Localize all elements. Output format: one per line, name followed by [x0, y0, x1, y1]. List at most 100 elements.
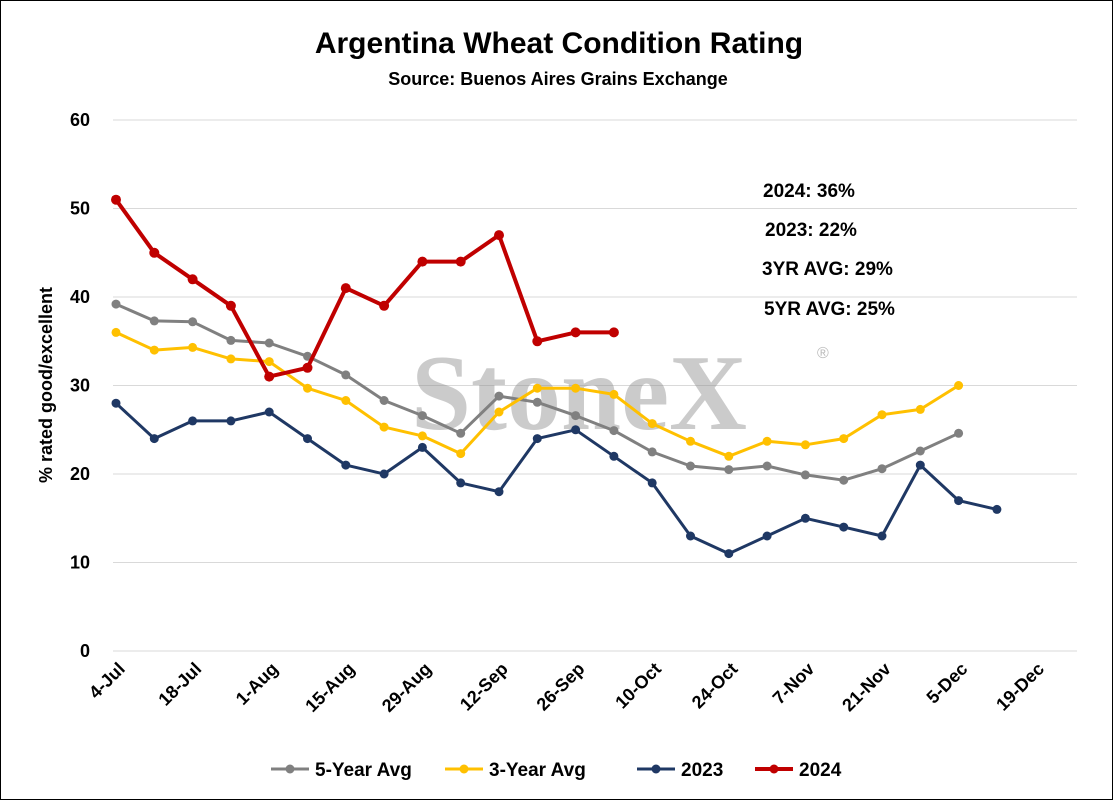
y-axis-label: % rated good/excellent — [36, 287, 56, 483]
data-point — [647, 419, 657, 429]
data-point — [111, 398, 121, 408]
y-tick-label: 40 — [70, 287, 90, 307]
data-point — [877, 410, 887, 420]
data-point — [302, 362, 313, 373]
data-point — [264, 338, 274, 348]
data-point — [303, 383, 312, 393]
y-tick-label: 60 — [70, 110, 90, 130]
chart-subtitle: Source: Buenos Aires Grains Exchange — [388, 69, 727, 89]
data-point — [494, 391, 504, 401]
series-2024 — [111, 194, 619, 382]
x-tick-label: 29-Aug — [378, 659, 435, 716]
data-point — [762, 531, 772, 541]
y-tick-label: 30 — [70, 376, 90, 396]
data-point — [647, 478, 657, 488]
data-point — [341, 370, 351, 380]
data-point — [264, 407, 274, 417]
data-point — [571, 383, 581, 393]
x-tick-label: 10-Oct — [611, 659, 665, 713]
data-point — [570, 327, 581, 338]
legend-label: 5-Year Avg — [315, 760, 412, 781]
data-point — [647, 447, 657, 457]
data-point — [877, 464, 887, 474]
data-point — [494, 407, 504, 417]
data-point — [762, 461, 772, 471]
legend-item: 2024 — [755, 760, 842, 781]
data-point — [340, 283, 351, 294]
legend-marker — [769, 764, 779, 774]
data-point — [686, 531, 695, 541]
data-point — [456, 449, 466, 459]
data-point — [571, 411, 581, 421]
data-point — [188, 416, 198, 426]
data-point — [456, 428, 466, 438]
data-point — [149, 434, 159, 444]
annotation-label: 2023: 22% — [765, 220, 857, 241]
data-point — [724, 465, 734, 475]
x-tick-label: 15-Aug — [301, 659, 358, 716]
legend: 5-Year Avg 3-Year Avg 2023 2024 — [271, 760, 842, 781]
data-point — [264, 357, 274, 367]
data-point — [609, 426, 619, 436]
series-lines — [111, 194, 1002, 559]
data-point — [226, 416, 236, 426]
data-point — [379, 396, 389, 405]
data-point — [608, 327, 619, 338]
legend-item: 5-Year Avg — [271, 760, 412, 781]
series-3-year-avg — [111, 327, 964, 461]
data-point — [839, 434, 849, 444]
data-point — [379, 469, 389, 479]
data-point — [149, 316, 159, 326]
data-point — [762, 436, 772, 446]
data-point — [417, 256, 428, 267]
data-point — [225, 300, 236, 311]
y-axis-ticks: 0 10 20 30 40 50 60 — [70, 110, 90, 661]
data-point — [456, 478, 466, 488]
data-point — [532, 397, 542, 407]
data-point — [800, 440, 810, 450]
annotation-label: 3YR AVG: 29% — [762, 259, 893, 280]
data-point — [188, 342, 198, 352]
data-point — [111, 194, 121, 205]
data-point — [839, 475, 849, 485]
data-point — [417, 411, 427, 421]
data-point — [686, 461, 695, 471]
data-point — [226, 335, 236, 345]
data-point — [609, 389, 619, 399]
data-point — [992, 504, 1002, 514]
x-tick-label: 21-Nov — [838, 659, 895, 716]
legend-label: 2024 — [799, 760, 842, 781]
y-tick-label: 10 — [70, 553, 90, 573]
data-point — [111, 299, 121, 309]
data-point — [915, 446, 925, 456]
y-tick-label: 50 — [70, 199, 90, 219]
x-tick-label: 24-Oct — [688, 659, 742, 713]
data-point — [149, 247, 160, 258]
annotation-label: 5YR AVG: 25% — [764, 299, 895, 320]
x-tick-label: 12-Sep — [456, 659, 512, 715]
x-tick-label: 18-Jul — [154, 659, 205, 710]
legend-marker — [459, 764, 469, 774]
x-tick-label: 1-Aug — [232, 659, 282, 709]
x-tick-label: 5-Dec — [923, 659, 972, 708]
legend-marker — [651, 764, 661, 774]
series-5-year-avg — [111, 299, 964, 485]
data-point — [417, 431, 427, 441]
x-tick-label: 4-Jul — [85, 659, 129, 703]
data-point — [954, 428, 964, 438]
data-point — [571, 425, 581, 435]
data-point — [532, 383, 542, 393]
data-point — [954, 496, 964, 506]
data-point — [686, 436, 695, 446]
data-point — [188, 317, 198, 327]
data-point — [341, 460, 351, 470]
data-point — [379, 300, 390, 311]
data-point — [839, 522, 849, 532]
chart-title: Argentina Wheat Condition Rating — [315, 27, 803, 60]
y-tick-label: 20 — [70, 464, 90, 484]
x-tick-label: 19-Dec — [992, 659, 1048, 715]
annotations: 2024: 36% 2023: 22% 3YR AVG: 29% 5YR AVG: 2… — [762, 181, 895, 320]
data-point — [494, 230, 504, 241]
